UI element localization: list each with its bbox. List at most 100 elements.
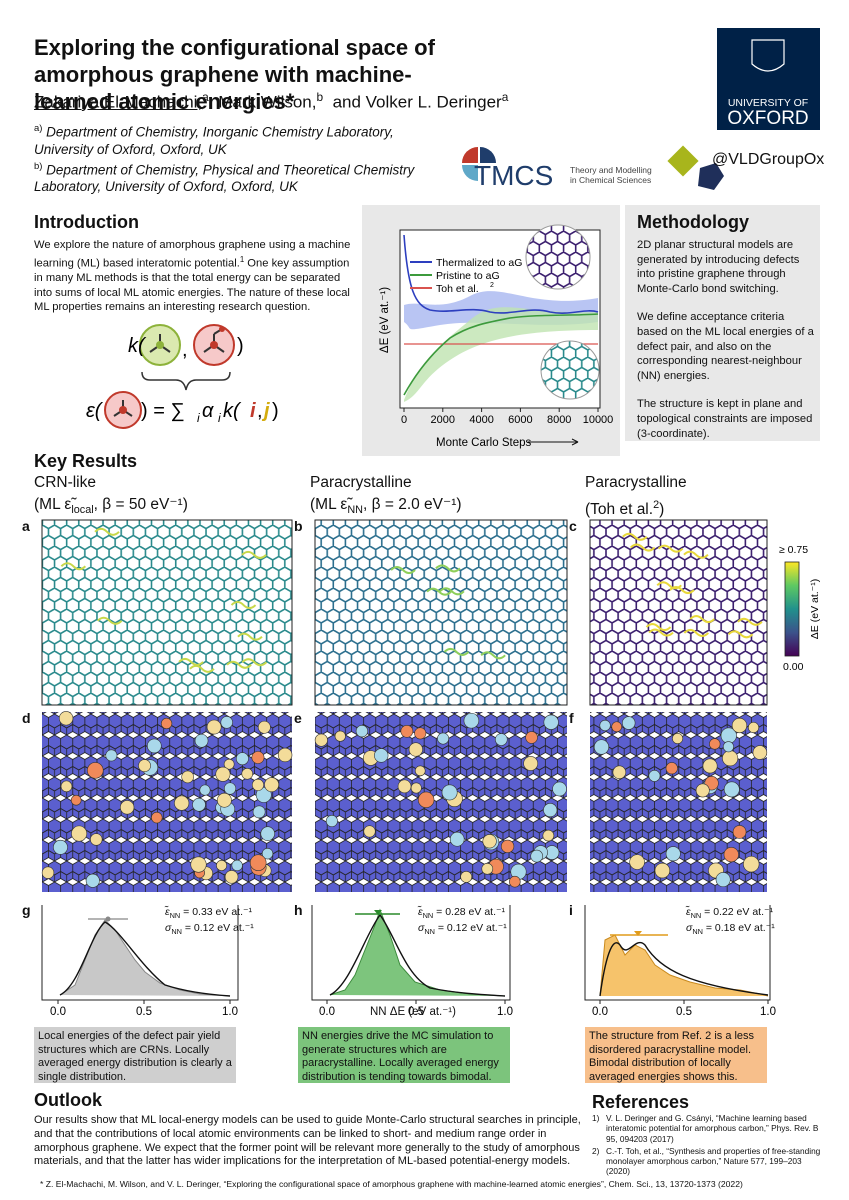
- text: One key assumption in many ML methods is…: [34, 257, 350, 314]
- histogram: [41, 905, 239, 1001]
- ring: [414, 727, 427, 740]
- ring: [731, 717, 748, 734]
- ring: [147, 738, 162, 754]
- formula-k: k(: [128, 335, 147, 357]
- panel-letter: h: [294, 902, 303, 918]
- hist-stats: ε̃NN = 0.33 eV at.⁻¹ σNN = 0.12 eV at.⁻¹: [165, 906, 254, 938]
- ring: [70, 794, 82, 806]
- network-panel: [41, 519, 293, 706]
- ring: [593, 739, 610, 755]
- legend-label: Toh et al.: [436, 283, 479, 295]
- stat-value: = 0.28 eV at.⁻¹: [433, 906, 506, 918]
- t: 2: [653, 499, 660, 511]
- column-title: Paracrystalline (ML ε̃NN, β = 2.0 eV⁻¹): [310, 472, 462, 521]
- stat-value: = 0.18 eV at.⁻¹: [702, 922, 775, 935]
- ring: [543, 802, 558, 818]
- defect: [645, 623, 672, 632]
- ring: [525, 731, 538, 744]
- ring: [509, 875, 521, 888]
- ring: [542, 829, 555, 842]
- x-tick-label: 6000: [508, 414, 532, 426]
- ring: [181, 770, 194, 784]
- section-heading: Outlook: [34, 1090, 102, 1110]
- defect: [94, 527, 120, 536]
- ring: [199, 784, 211, 796]
- oxford-top: UNIVERSITY OF: [728, 97, 808, 109]
- subtitle: (Toh et al.2): [585, 494, 687, 521]
- ring: [612, 765, 627, 780]
- oxford-crest: [751, 39, 785, 72]
- ring: [665, 846, 681, 862]
- methodology-text: 2D planar structural models are generate…: [637, 238, 815, 441]
- histogram: [311, 905, 511, 1001]
- ring: [120, 800, 135, 815]
- ring: [732, 825, 747, 839]
- t: NN: [347, 504, 364, 517]
- ring: [138, 759, 151, 773]
- ring: [251, 751, 265, 764]
- colorbar-top: ≥ 0.75: [779, 544, 808, 556]
- formula-k2: k(: [223, 400, 242, 422]
- tmcs-name: TMCS: [474, 160, 553, 191]
- ring: [665, 762, 678, 775]
- formula-sub: i: [197, 411, 200, 425]
- stat-row: ε̃NN = 0.33 eV at.⁻¹: [165, 906, 254, 922]
- ring: [481, 863, 494, 875]
- reference: 2) C.-T. Toh, et al., “Synthesis and prop…: [592, 1146, 822, 1177]
- title: Paracrystalline: [585, 474, 687, 491]
- x-tick-label: 0.0: [592, 1006, 608, 1018]
- authors: Zakariya El-Machachi,a Mark Wilson,b and…: [34, 90, 508, 113]
- formula-sub: i: [218, 411, 221, 425]
- affiliation: b) Department of Chemistry, Physical and…: [34, 158, 434, 196]
- stat-sub: NN: [422, 911, 434, 921]
- network-panel: [589, 519, 768, 706]
- panel-letter: f: [569, 710, 574, 726]
- histogram: [584, 905, 771, 1001]
- t: (ML ε̃: [310, 496, 348, 513]
- formula-alpha: α: [202, 400, 214, 422]
- ring: [374, 748, 389, 763]
- hist-stats: ε̃NN = 0.28 eV at.⁻¹ σNN = 0.12 eV at.⁻¹: [418, 906, 507, 938]
- ring: [277, 747, 293, 763]
- ref-num: 2): [592, 1145, 600, 1156]
- paragraph: The structure is kept in plane and topol…: [637, 398, 813, 440]
- x-tick-label: 1.0: [222, 1006, 238, 1018]
- stat-sym: σ: [418, 922, 425, 935]
- ring: [723, 781, 740, 798]
- vld-handle: @VLDGroupOx: [712, 151, 824, 168]
- ring: [460, 871, 473, 883]
- defect: [226, 660, 252, 669]
- x-tick-label: 0: [401, 414, 407, 426]
- ring: [414, 765, 426, 777]
- ring: [622, 716, 636, 730]
- affiliations: a) Department of Chemistry, Inorganic Ch…: [34, 120, 434, 195]
- ring: [71, 825, 88, 842]
- stat-sub: NN: [169, 911, 181, 921]
- ref-text: C.-T. Toh, et al., “Synthesis and proper…: [606, 1145, 821, 1177]
- footnote: * Z. El-Machachi, M. Wilson, and V. L. D…: [40, 1179, 743, 1189]
- stat-sym: ε̃: [418, 906, 423, 918]
- ring: [752, 745, 768, 760]
- legend-label: Pristine to aG: [436, 270, 500, 282]
- defect: [622, 532, 648, 541]
- text: We explore the nature of amorphous graph…: [34, 239, 351, 270]
- ring: [709, 738, 721, 750]
- references: 1) V. L. Deringer and G. Csányi, “Machine…: [592, 1113, 822, 1177]
- defect: [189, 664, 215, 673]
- ring: [463, 712, 480, 729]
- stat-sym: σ: [165, 922, 172, 935]
- reference: 1) V. L. Deringer and G. Csányi, “Machine…: [592, 1113, 822, 1144]
- ring: [264, 777, 280, 793]
- ring: [314, 733, 328, 747]
- ring: [60, 780, 73, 793]
- legend-label: Thermalized to aG: [436, 257, 522, 269]
- y-axis-label: ΔE (eV at.⁻¹): [379, 287, 391, 353]
- ring: [437, 732, 450, 745]
- x-tick-label: 4000: [469, 414, 493, 426]
- ring: [543, 714, 559, 730]
- defect: [435, 564, 461, 573]
- defect: [629, 543, 656, 552]
- ref-num: 1): [592, 1113, 600, 1123]
